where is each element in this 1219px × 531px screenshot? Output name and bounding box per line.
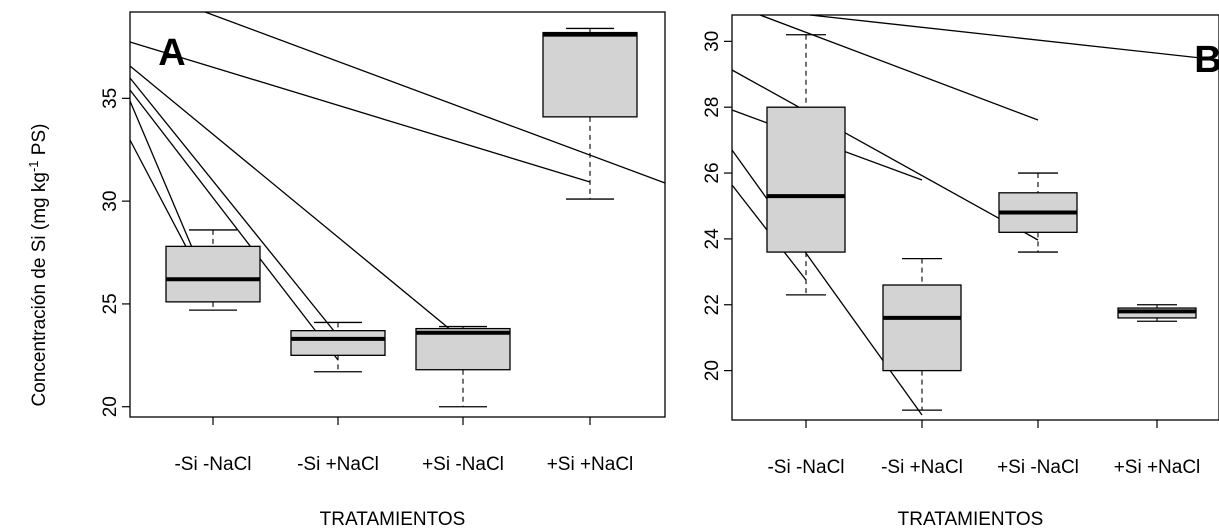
x-tick-label: -Si -NaCl xyxy=(174,454,251,475)
y-tick-label: 28 xyxy=(702,97,723,118)
y-tick-label: 24 xyxy=(702,228,723,250)
callout-line xyxy=(731,69,1039,241)
callout-line xyxy=(809,14,1219,61)
box-2 xyxy=(882,258,962,411)
box-1 xyxy=(766,34,846,296)
y-axis-title: Concentración de Si (mg kg-1 PS) xyxy=(26,124,51,407)
x-tick-label: +Si -NaCl xyxy=(422,454,504,475)
panel-letter: A xyxy=(158,32,185,74)
y-tick-label: 20 xyxy=(702,360,723,381)
x-axis-title: TRATAMIENTOS xyxy=(320,509,466,530)
callout-line xyxy=(129,41,591,183)
callout-line xyxy=(129,89,339,361)
x-tick-label: -Si -NaCl xyxy=(767,457,844,478)
box-4 xyxy=(1117,304,1197,322)
box-3 xyxy=(998,172,1078,253)
callout-line xyxy=(129,77,339,337)
x-tick-label: +Si +NaCl xyxy=(1114,457,1201,478)
callout-line xyxy=(129,65,464,341)
plot-frame xyxy=(731,14,1219,421)
iqr-box xyxy=(415,327,511,371)
y-tick-label: 35 xyxy=(100,88,121,109)
y-tick-label: 22 xyxy=(702,294,723,315)
x-tick-label: -Si +NaCl xyxy=(881,457,963,478)
y-tick-label: 30 xyxy=(100,191,121,212)
iqr-box xyxy=(290,330,386,356)
callout-line xyxy=(204,11,666,184)
callout-lines xyxy=(129,11,1219,416)
x-tick-label: +Si -NaCl xyxy=(997,457,1079,478)
iqr-box xyxy=(542,31,638,118)
box-2 xyxy=(290,321,386,373)
y-axis-title-superscript: -1 xyxy=(26,160,41,172)
iqr-box xyxy=(882,284,962,372)
plot-frame xyxy=(129,11,666,418)
callout-line xyxy=(759,14,1039,121)
panel-b: B 20 22 24 26 28 30 -Si -NaCl -Si +NaCl +Si -NaCl… xyxy=(702,14,1219,530)
x-axis-title: TRATAMIENTOS xyxy=(898,509,1044,530)
y-tick-label: 25 xyxy=(100,293,121,314)
x-tick-label: +Si +NaCl xyxy=(547,454,634,475)
box-4 xyxy=(542,27,638,200)
iqr-box xyxy=(766,106,846,253)
panel-a: A 20 25 30 35 -Si -NaCl -Si +NaCl +Si -NaCl +Si … xyxy=(100,11,666,530)
y-tick-label: 20 xyxy=(100,396,121,417)
x-tick-label: -Si +NaCl xyxy=(297,454,379,475)
panel-letter: B xyxy=(1194,39,1219,81)
y-tick-label: 30 xyxy=(702,31,723,52)
y-tick-label: 26 xyxy=(702,162,723,183)
box-1 xyxy=(165,229,261,311)
iqr-box xyxy=(165,245,261,303)
box-3 xyxy=(415,325,511,408)
